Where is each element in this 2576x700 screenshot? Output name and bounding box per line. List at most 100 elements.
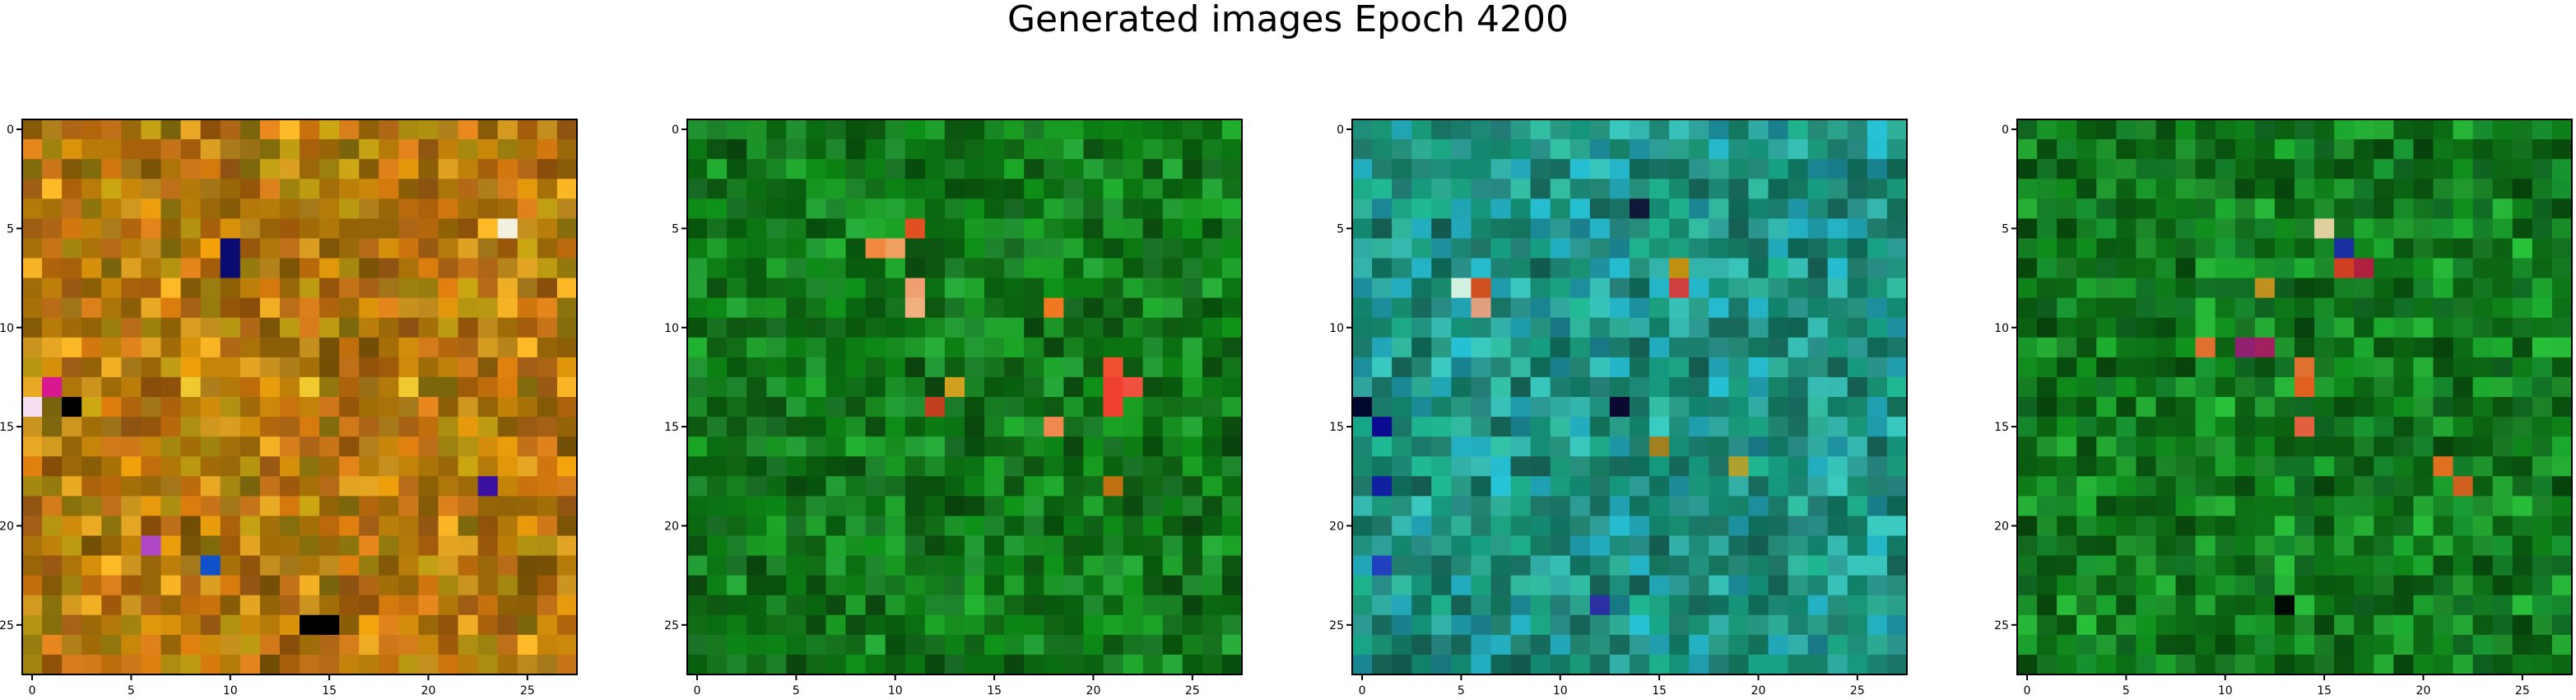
heatmap-cell — [1004, 476, 1025, 497]
heatmap-cell — [1530, 376, 1551, 398]
heatmap-cell — [2254, 555, 2276, 576]
heatmap-cell — [379, 357, 399, 378]
heatmap-cell — [22, 634, 43, 656]
heatmap-cell — [1083, 614, 1104, 636]
heatmap-cell — [984, 376, 1005, 398]
heatmap-cell — [2354, 179, 2374, 199]
heatmap-cell — [2155, 535, 2177, 557]
heatmap-cell — [279, 595, 300, 616]
heatmap-cell — [687, 634, 708, 656]
heatmap-cell — [2334, 159, 2355, 180]
heatmap-cell — [1510, 634, 1532, 656]
heatmap-cell — [2254, 357, 2276, 378]
heatmap-cell — [1451, 476, 1472, 497]
heatmap-cell — [1411, 297, 1432, 319]
heatmap-cell — [160, 159, 182, 180]
heatmap-cell — [319, 614, 340, 636]
heatmap-cell — [1451, 139, 1472, 160]
heatmap-cell — [477, 376, 499, 398]
heatmap-cell — [1431, 496, 1452, 517]
heatmap-cell — [904, 516, 926, 537]
heatmap-cell — [1827, 555, 1848, 576]
heatmap-cell — [2096, 555, 2117, 576]
heatmap-cell — [497, 654, 518, 675]
heatmap-cell — [1649, 278, 1670, 299]
heatmap-cell — [1530, 476, 1551, 497]
heatmap-cell — [845, 575, 867, 596]
heatmap-cell — [1669, 535, 1690, 557]
heatmap-cell — [180, 337, 202, 358]
heatmap-cell — [1142, 218, 1164, 240]
heatmap-cell — [1768, 436, 1789, 457]
heatmap-cell — [1202, 535, 1223, 557]
heatmap-cell — [2155, 436, 2177, 457]
heatmap-cell — [924, 476, 946, 497]
heatmap-cell — [2354, 218, 2374, 240]
heatmap-cell — [2195, 436, 2216, 457]
heatmap-cell — [1182, 535, 1203, 557]
heatmap-cell — [1044, 179, 1064, 199]
heatmap-cell — [62, 516, 82, 537]
heatmap-cell — [687, 516, 708, 537]
heatmap-cell — [1063, 139, 1085, 160]
heatmap-cell — [2175, 376, 2197, 398]
heatmap-cell — [1044, 436, 1064, 457]
heatmap-cell — [1807, 258, 1829, 279]
heatmap-cell — [1649, 634, 1670, 656]
heatmap-cell — [1748, 297, 1769, 319]
heatmap-cell — [2155, 417, 2177, 437]
heatmap-cell — [2234, 376, 2256, 398]
heatmap-cell — [924, 357, 946, 378]
heatmap-cell — [1392, 595, 1412, 616]
heatmap-cell — [2334, 634, 2355, 656]
heatmap-cell — [687, 496, 708, 517]
heatmap-cell — [845, 238, 867, 259]
heatmap-cell — [2314, 476, 2335, 497]
heatmap-cell — [1589, 397, 1611, 418]
heatmap-cell — [418, 376, 439, 398]
heatmap-cell — [556, 476, 578, 497]
axes-frame — [2016, 119, 2573, 675]
heatmap-cell — [556, 238, 578, 259]
heatmap-cell — [1024, 119, 1044, 140]
heatmap-cell — [2195, 357, 2216, 378]
heatmap-cell — [1024, 397, 1044, 418]
heatmap-cell — [180, 476, 202, 497]
heatmap-cell — [319, 555, 340, 576]
heatmap-cell — [398, 397, 420, 418]
heatmap-cell — [1589, 496, 1611, 517]
heatmap-cell — [160, 654, 182, 675]
heatmap-cell — [537, 337, 558, 358]
heatmap-cell — [1004, 139, 1025, 160]
heatmap-cell — [2492, 337, 2513, 358]
heatmap-cell — [1083, 397, 1104, 418]
heatmap-cell — [2136, 456, 2157, 477]
heatmap-cell — [1550, 297, 1571, 319]
heatmap-cell — [2017, 258, 2038, 279]
heatmap-cell — [2017, 317, 2038, 338]
heatmap-cell — [398, 317, 420, 338]
heatmap-cell — [2234, 614, 2256, 636]
heatmap-cell — [944, 297, 965, 319]
heatmap-cell — [1748, 317, 1769, 338]
heatmap-cell — [2472, 417, 2494, 437]
heatmap-cell — [885, 179, 906, 199]
heatmap-cell — [497, 476, 518, 497]
heatmap-cell — [865, 258, 886, 279]
heatmap-cell — [2551, 119, 2573, 140]
heatmap-cell — [2413, 357, 2434, 378]
heatmap-cell — [746, 397, 767, 418]
heatmap-cell — [1569, 575, 1591, 596]
heatmap-cell — [517, 218, 538, 240]
heatmap-cell — [2314, 456, 2335, 477]
heatmap-cell — [1709, 516, 1729, 537]
heatmap-cell — [1431, 456, 1452, 477]
heatmap-cell — [398, 456, 420, 477]
heatmap-cell — [1886, 654, 1908, 675]
heatmap-cell — [1372, 397, 1393, 418]
heatmap-cell — [2076, 516, 2097, 537]
heatmap-cell — [160, 614, 182, 636]
heatmap-cell — [2155, 198, 2177, 219]
heatmap-cell — [300, 496, 320, 517]
heatmap-cell — [825, 258, 847, 279]
